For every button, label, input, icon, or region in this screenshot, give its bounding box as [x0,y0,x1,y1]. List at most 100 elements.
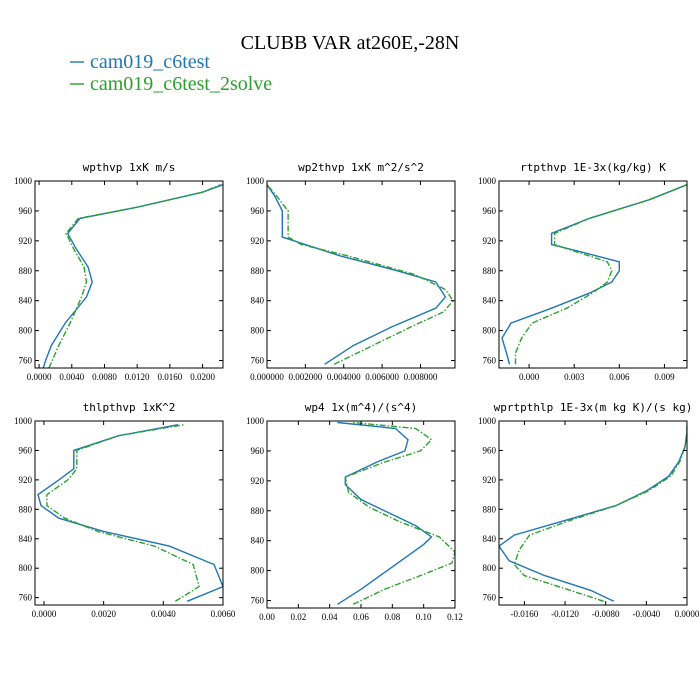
y-tick-label: 760 [483,593,497,603]
plot-frame [266,180,456,369]
panel-title: rtpthvp 1E-3x(kg/kg) K [520,161,666,174]
x-tick-label: 0.0060 [211,609,236,619]
plot-frame [34,180,224,369]
series-line-2 [513,424,687,602]
y-tick-label: 960 [19,206,33,216]
y-tick-label: 1000 [246,176,265,186]
x-tick-label: 0.0080 [92,372,117,382]
chart-panel-3: rtpthvp 1E-3x(kg/kg) K 760 800 840 880 920 960… [478,161,688,382]
legend-label-series1: cam019_c6test [90,51,210,73]
x-tick-label: -0.0040 [632,609,660,619]
x-tick-label: 0.006000 [365,372,399,382]
panels: wpthvp 1xK m/s 760 800 840 880 920 960 1000 0.00… [14,161,700,622]
y-tick-label: 760 [19,356,33,366]
y-tick-label: 960 [483,445,497,455]
x-tick-label: 0.00 [259,612,275,622]
series-group [267,184,454,365]
y-tick-label: 840 [19,534,33,544]
plot-frame [266,420,456,609]
y-tick-label: 800 [19,563,33,573]
y-tick-label: 880 [251,266,265,276]
series-line-2 [514,184,687,365]
series-group [42,184,223,368]
x-tick-label: 0.009 [654,372,675,382]
panel-title: wpthvp 1xK m/s [83,161,176,174]
x-tick-label: 0.08 [384,612,400,622]
x-tick-label: 0.000000 [250,372,284,382]
legend: cam019_c6test cam019_c6test_2solve [70,51,272,95]
chart-panel-5: wp4 1x(m^4)/(s^4) 760 800 840 880 920 960 1000 0… [246,401,463,622]
y-tick-label: 920 [483,236,497,246]
y-tick-label: 800 [251,566,265,576]
series-line-2 [344,421,455,605]
x-tick-label: 0.006 [609,372,630,382]
series-line-1 [337,421,433,605]
y-tick-label: 800 [251,326,265,336]
figure-title: CLUBB VAR at260E,-28N [241,32,460,54]
x-tick-label: 0.008000 [404,372,438,382]
y-tick-label: 760 [483,356,497,366]
y-tick-label: 1000 [14,416,33,426]
chart-panel-6: wprtpthlp 1E-3x(m kg K)/(s kg) 760 800 840 8… [478,401,700,619]
y-tick-label: 840 [483,296,497,306]
panel-title: wprtpthlp 1E-3x(m kg K)/(s kg) [494,401,693,414]
y-tick-label: 840 [251,536,265,546]
y-tick-label: 760 [19,593,33,603]
series-line-1 [501,184,687,365]
y-tick-label: 880 [251,506,265,516]
series-group [337,421,455,605]
plot-frame [498,420,688,606]
x-tick-label: 0.0020 [91,609,116,619]
series-group [499,424,687,602]
x-tick-label: 0.12 [447,612,463,622]
series-line-2 [46,424,200,602]
y-tick-label: 920 [19,475,33,485]
x-tick-label: 0.0000 [27,372,52,382]
x-tick-label: 0.0040 [59,372,84,382]
x-tick-label: 0.0000 [32,609,57,619]
plot-frame [34,420,224,606]
chart-panel-4: thlpthvp 1xK^2 760 800 840 880 920 960 1000 0.00… [14,401,236,619]
y-tick-label: 880 [483,266,497,276]
panel-title: wp4 1x(m^4)/(s^4) [305,401,418,414]
series-line-2 [267,184,454,365]
y-tick-label: 760 [251,596,265,606]
y-tick-label: 800 [483,563,497,573]
x-tick-label: 0.002000 [288,372,322,382]
plot-frame [498,180,688,369]
x-tick-label: 0.003 [564,372,585,382]
x-tick-label: -0.0080 [592,609,620,619]
series-line-1 [42,184,223,368]
y-tick-label: 840 [251,296,265,306]
y-tick-label: 920 [251,236,265,246]
legend-label-series2: cam019_c6test_2solve [90,73,272,95]
x-tick-label: 0.10 [416,612,432,622]
x-tick-label: 0.04 [322,612,338,622]
y-tick-label: 840 [483,534,497,544]
x-tick-label: 0.06 [353,612,369,622]
x-tick-label: -0.0160 [511,609,539,619]
y-tick-label: 760 [251,356,265,366]
chart-panel-2: wp2thvp 1xK m^2/s^2 760 800 840 880 920 960 100… [246,161,456,382]
x-tick-label: 0.000 [519,372,540,382]
chart-panel-1: wpthvp 1xK m/s 760 800 840 880 920 960 1000 0.00… [14,161,224,382]
x-tick-label: 0.0160 [157,372,182,382]
panel-title: wp2thvp 1xK m^2/s^2 [298,161,424,174]
y-tick-label: 1000 [478,176,497,186]
panel-title: thlpthvp 1xK^2 [83,401,176,414]
y-tick-label: 1000 [14,176,33,186]
y-tick-label: 920 [251,476,265,486]
y-tick-label: 880 [19,504,33,514]
x-tick-label: 0.0200 [190,372,215,382]
x-tick-label: -0.0120 [551,609,579,619]
y-tick-label: 960 [483,206,497,216]
series-line-1 [267,184,447,365]
x-tick-label: 0.02 [290,612,306,622]
series-group [501,184,687,365]
series-line-2 [48,184,221,368]
y-tick-label: 800 [483,326,497,336]
y-tick-label: 880 [19,266,33,276]
x-tick-label: 0.0000 [675,609,700,619]
y-tick-label: 1000 [478,416,497,426]
